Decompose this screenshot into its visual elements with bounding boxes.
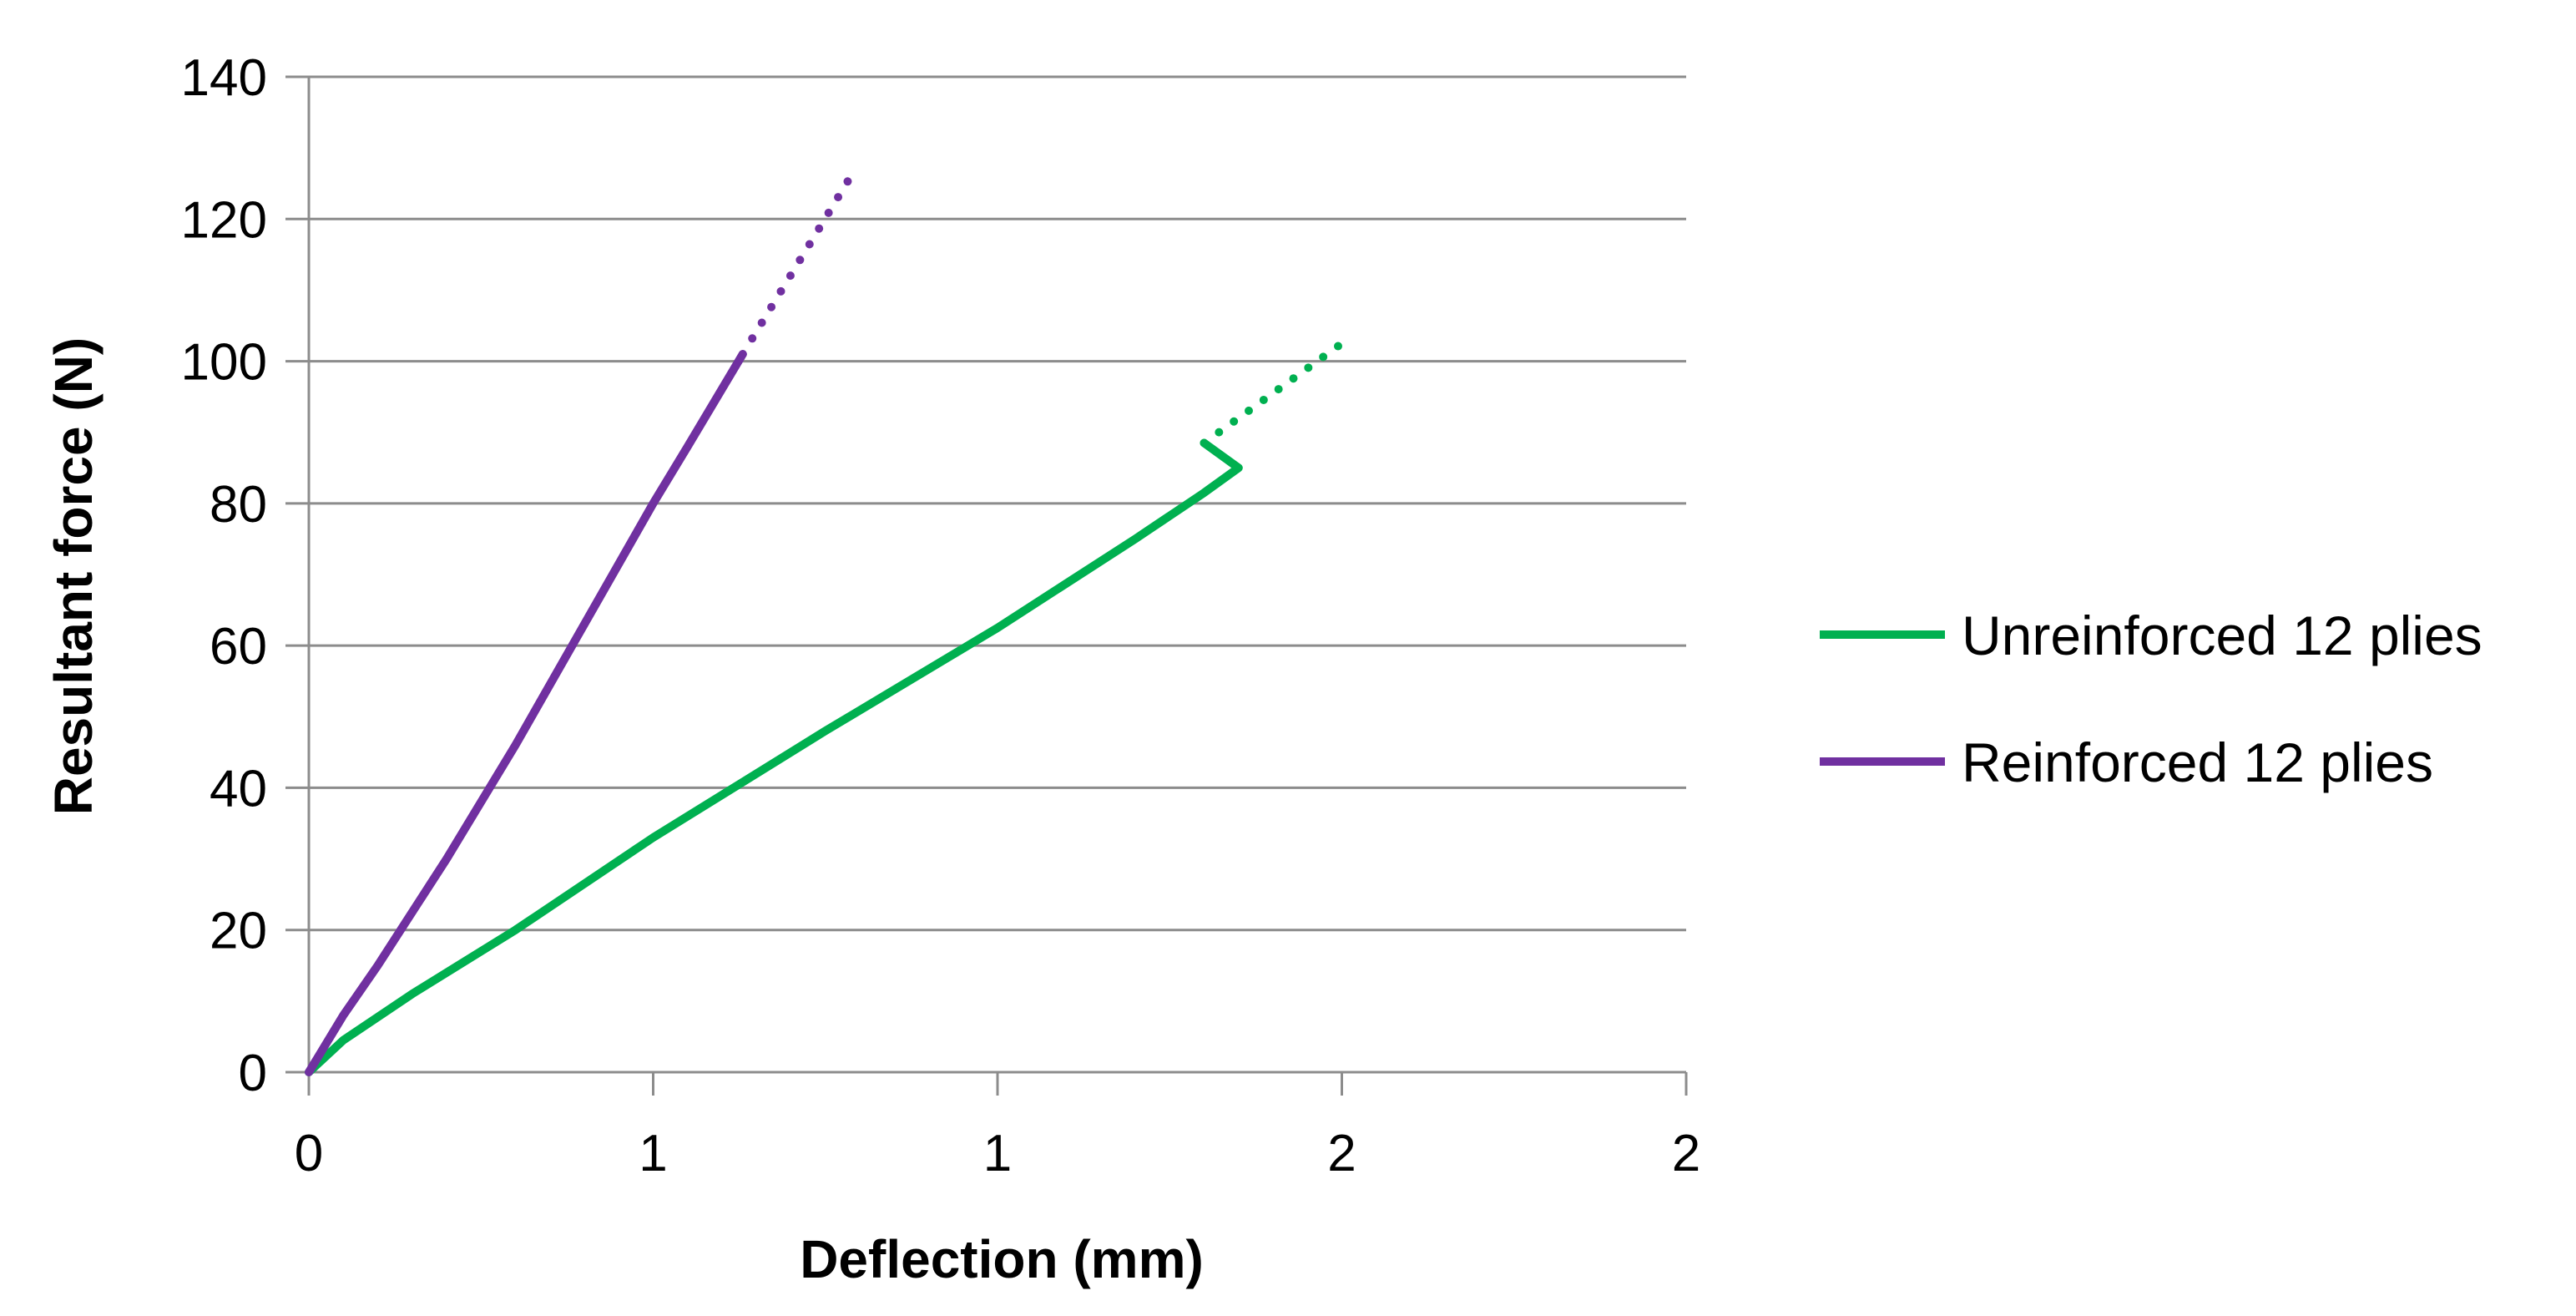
y-tick-label-20: 20 <box>210 903 267 960</box>
x-axis-title: Deflection (mm) <box>800 1229 1204 1289</box>
x-tick-label-0: 0 <box>295 1125 323 1182</box>
x-tick-label-4: 2 <box>1672 1125 1700 1182</box>
x-tick-label-3: 2 <box>1327 1125 1356 1182</box>
y-axis-title: Resultant force (N) <box>43 337 104 816</box>
series-extension-reinforced <box>738 168 857 359</box>
series-lines <box>305 168 1346 1076</box>
y-tick-label-60: 60 <box>210 618 267 676</box>
y-tick-label-0: 0 <box>239 1045 267 1102</box>
x-tick-label-1: 1 <box>639 1125 667 1182</box>
legend-label-unreinforced: Unreinforced 12 plies <box>1962 605 2483 666</box>
gridlines <box>309 75 1686 932</box>
x-tick-label-2: 1 <box>983 1125 1012 1182</box>
y-tick-label-100: 100 <box>181 334 267 392</box>
y-tick-label-140: 140 <box>181 49 267 107</box>
legend-label-reinforced: Reinforced 12 plies <box>1962 731 2433 793</box>
y-tick-label-40: 40 <box>210 760 267 817</box>
axes <box>285 75 1688 1096</box>
tick-labels: 0 20 40 60 80 100 120 140 0 1 1 2 2 <box>181 49 1701 1182</box>
legend: Unreinforced 12 plies Reinforced 12 plie… <box>1820 605 2483 793</box>
series-line-reinforced <box>305 350 747 1076</box>
y-tick-label-120: 120 <box>181 191 267 249</box>
series-line-unreinforced <box>305 438 1243 1076</box>
series-extension-unreinforced <box>1200 339 1346 448</box>
y-tick-label-80: 80 <box>210 476 267 534</box>
